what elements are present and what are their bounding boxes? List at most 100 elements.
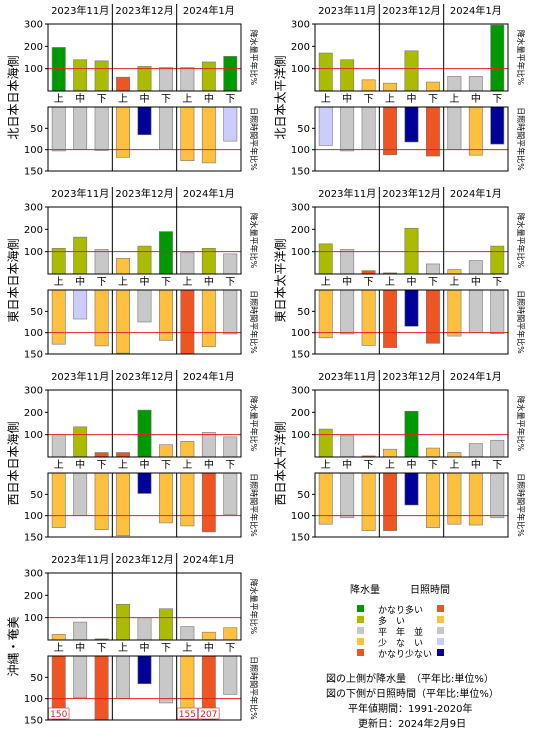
legend-sun-swatch-much_below xyxy=(437,649,444,656)
sunshine-axis-label: 日照時間平年比% xyxy=(249,473,259,537)
region-name: 北日本太平洋側 xyxy=(273,55,288,139)
period-label: 下 xyxy=(161,277,171,288)
precip-bar xyxy=(490,439,505,458)
month-label: 2023年11月 xyxy=(318,4,376,17)
sunshine-bar xyxy=(51,289,66,345)
precip-bar xyxy=(116,603,131,641)
precip-bar xyxy=(223,627,238,641)
sunshine-axis-label: 日照時間平年比% xyxy=(249,656,259,720)
precip-bar xyxy=(223,253,238,275)
precip-bar xyxy=(490,24,505,92)
sunshine-bar xyxy=(94,106,109,151)
sunshine-bar xyxy=(468,106,483,156)
sunshine-bar xyxy=(425,472,440,528)
period-label: 上 xyxy=(118,276,128,288)
month-label: 2024年1月 xyxy=(183,553,235,566)
legend-precip-swatch-much_above xyxy=(357,605,364,612)
sunshine-bar xyxy=(137,655,152,685)
sunshine-bar xyxy=(116,655,131,699)
period-label: 下 xyxy=(225,643,235,654)
sunshine-bar xyxy=(180,289,195,355)
legend-precip-swatch-much_below xyxy=(357,649,364,656)
precip-bar xyxy=(116,258,131,275)
period-label: 中 xyxy=(140,641,150,654)
period-label: 上 xyxy=(118,642,128,654)
period-label: 上 xyxy=(385,93,395,105)
precip-frame xyxy=(314,23,509,92)
precip-frame xyxy=(314,206,509,275)
period-label: 上 xyxy=(449,93,459,105)
sunshine-bar xyxy=(51,472,66,528)
region-name: 西日本日本海側 xyxy=(6,421,21,505)
precip-bar xyxy=(383,448,398,458)
sunshine-tick-label: 100 xyxy=(291,511,310,522)
period-label: 上 xyxy=(54,93,64,105)
precip-bar xyxy=(404,410,419,458)
sunshine-tick-label: 150 xyxy=(24,533,43,544)
period-label: 中 xyxy=(75,92,85,105)
sunshine-axis-label: 日照時間平年比% xyxy=(249,290,259,354)
legend-sun-header: 日照時間 xyxy=(410,585,450,596)
legend: 降水量 日照時間 かなり多い多 い平 年 並少 な いかなり少ない xyxy=(330,575,530,665)
region-name: 西日本太平洋側 xyxy=(273,421,288,505)
precip-bar xyxy=(180,252,195,275)
month-label: 2024年1月 xyxy=(183,4,235,17)
note-sun: 図の下側が日照時間（平年比:単位%） xyxy=(326,689,499,700)
period-label: 中 xyxy=(342,92,352,105)
month-label: 2023年12月 xyxy=(382,187,440,200)
precip-bar xyxy=(340,59,355,92)
sunshine-bar xyxy=(447,106,462,150)
sunshine-bar xyxy=(201,289,216,348)
legend-label-much_below: かなり少ない xyxy=(378,650,433,660)
precip-bar xyxy=(425,81,440,92)
sunshine-bar xyxy=(137,472,152,494)
legend-label-normal: 平 年 並 xyxy=(378,628,424,638)
sunshine-tick-label: 50 xyxy=(297,490,310,501)
period-label: 下 xyxy=(364,94,374,105)
sunshine-bar xyxy=(318,106,333,146)
period-label: 下 xyxy=(161,94,171,105)
period-label: 中 xyxy=(204,641,214,654)
period-label: 下 xyxy=(492,460,502,471)
precip-bar xyxy=(201,631,216,641)
sunshine-bar xyxy=(361,472,376,531)
precip-tick-label: 200 xyxy=(24,408,43,419)
month-label: 2023年11月 xyxy=(51,187,109,200)
period-label: 下 xyxy=(161,643,171,654)
sunshine-bar xyxy=(116,289,131,354)
period-label: 中 xyxy=(204,275,214,288)
sunshine-bar xyxy=(223,289,238,335)
precip-tick-label: 300 xyxy=(291,20,310,31)
precip-tick-label: 200 xyxy=(291,225,310,236)
precip-bar xyxy=(361,79,376,92)
precip-bar xyxy=(137,245,152,275)
sunshine-axis-label: 日照時間平年比% xyxy=(516,107,526,171)
sunshine-bar xyxy=(361,106,376,150)
legend-label-much_above: かなり多い xyxy=(378,606,424,616)
period-label: 下 xyxy=(97,94,107,105)
month-label: 2023年12月 xyxy=(382,370,440,383)
precip-bar xyxy=(425,263,440,275)
precip-bar xyxy=(447,76,462,92)
precip-bar xyxy=(340,249,355,275)
period-label: 下 xyxy=(225,460,235,471)
month-label: 2023年12月 xyxy=(115,187,173,200)
period-label: 上 xyxy=(182,642,192,654)
sunshine-value-label: 155 xyxy=(179,710,196,720)
sunshine-frame xyxy=(47,472,242,538)
sunshine-tick-label: 100 xyxy=(291,145,310,156)
precip-tick-label: 100 xyxy=(24,64,43,75)
precip-bar xyxy=(158,608,173,641)
precip-bar xyxy=(425,447,440,458)
legend-label-below: 少 な い xyxy=(378,639,424,649)
period-label: 中 xyxy=(407,275,417,288)
precip-bar xyxy=(51,634,66,641)
sunshine-bar xyxy=(158,655,173,704)
precip-bar xyxy=(404,227,419,275)
sunshine-bar xyxy=(490,472,505,519)
